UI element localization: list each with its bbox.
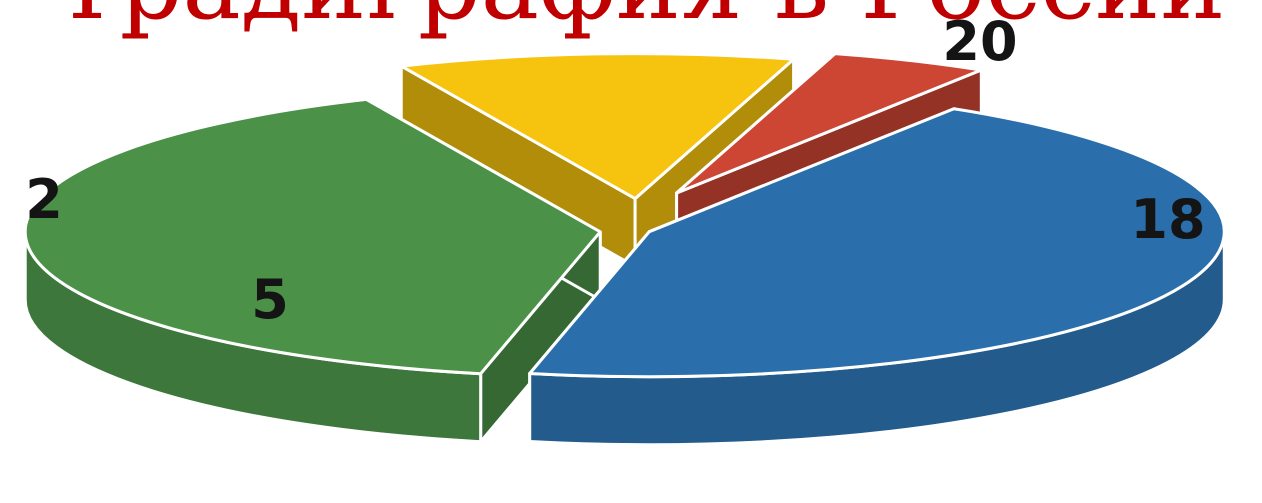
slice-value-label: 2 — [25, 168, 63, 231]
pie-slice-20 — [528, 107, 1226, 447]
slice-top-20 — [528, 107, 1226, 379]
slice-top-5 — [399, 52, 796, 201]
chart-title: Традиграфия в России — [54, 0, 1225, 42]
slice-value-label: 5 — [251, 268, 289, 331]
slice-value-label: 18 — [1130, 188, 1205, 251]
slice-top-2 — [675, 52, 983, 195]
pie-slice-18 — [23, 97, 602, 444]
slice-value-label: 20 — [942, 10, 1017, 73]
labels-layer: 20 18 5 2 — [25, 10, 1205, 331]
slices-layer — [23, 52, 1226, 447]
slice-top-18 — [23, 97, 602, 376]
